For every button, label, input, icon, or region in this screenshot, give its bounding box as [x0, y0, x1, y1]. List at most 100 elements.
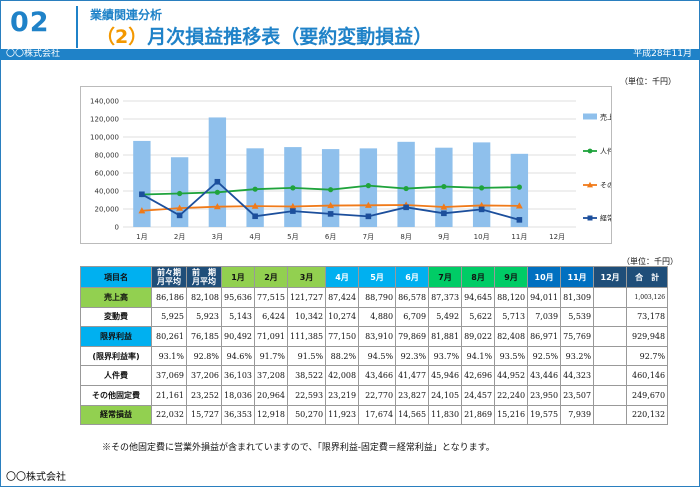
cell-value: 91.5% — [286, 345, 327, 367]
legend-label: その他固定費 — [600, 181, 611, 190]
table-header-row: 項目名 前々期 月平均前 期月平均 1月 2月 3月 4月 5月 6月 7月 8月 9月 10月 11月 1… — [80, 266, 669, 288]
cell-value: 24,105 — [428, 384, 463, 406]
y-tick-label: 20,000 — [95, 206, 120, 214]
point-経常損益 — [365, 213, 372, 220]
page-title: （2）月次損益推移表（要約変動損益） — [96, 22, 432, 49]
cell-value — [593, 306, 628, 328]
legend-marker — [587, 148, 593, 154]
bar-1月 — [133, 140, 151, 227]
point-その他固定費 — [515, 202, 523, 209]
row-label: その他固定費 — [80, 384, 152, 406]
footer-company: 〇〇株式会社 — [6, 472, 66, 483]
cell-value: 76,185 — [186, 326, 222, 347]
x-tick-label: 11月 — [511, 233, 527, 241]
cell-value: 37,206 — [186, 365, 222, 386]
point-その他固定費 — [251, 202, 259, 209]
cell-value: 24,457 — [461, 384, 496, 406]
bar-10月 — [472, 142, 491, 227]
point-人件費 — [177, 190, 183, 197]
cell-value — [593, 345, 628, 367]
cell-value: 87,373 — [428, 287, 463, 308]
point-人件費 — [516, 184, 522, 190]
cell-value: 5,622 — [461, 306, 496, 328]
cell-value: 20,964 — [254, 384, 288, 406]
cell-value: 5,539 — [560, 306, 595, 328]
cell-value: 42,008 — [325, 365, 360, 386]
header-month: 1月 — [221, 266, 255, 288]
cell-value: 90,492 — [221, 326, 255, 347]
legend-label: 売上高 — [600, 113, 611, 122]
cell-value: 87,424 — [325, 287, 360, 308]
cell-total: 220,132 — [626, 404, 669, 426]
cell-value: 43,446 — [527, 365, 562, 386]
cell-value: 50,270 — [286, 404, 327, 426]
table-row: 人件費 37,069 37,206 36,103 37,208 38,522 42,008 4… — [80, 365, 669, 386]
point-経常損益 — [327, 211, 334, 217]
cell-value: 4,880 — [358, 306, 397, 328]
cell-value: 82,408 — [494, 326, 529, 347]
cell-total: 460,146 — [626, 365, 669, 386]
point-経常損益 — [176, 212, 183, 219]
header-prev-avg: 前々期 月平均 — [151, 266, 187, 288]
cell-value — [593, 384, 628, 406]
row-label: 変動費 — [80, 306, 152, 328]
cell-value: 5,492 — [428, 306, 463, 328]
y-tick-label: 80,000 — [95, 152, 120, 160]
cell-value: 86,186 — [151, 287, 187, 308]
point-経常損益 — [214, 178, 221, 185]
title-number: （2） — [96, 26, 148, 48]
cell-value: 22,032 — [151, 404, 187, 426]
cell-value: 71,091 — [254, 326, 288, 347]
cell-value: 21,869 — [461, 404, 496, 426]
y-tick-label: 0 — [115, 224, 119, 232]
header-month: 5月 — [358, 266, 397, 288]
point-経常損益 — [516, 217, 523, 223]
footnote: ※その他固定費に営業外損益が含まれていますので、「限界利益-固定費＝経常利益」と… — [102, 443, 495, 453]
point-その他固定費 — [213, 203, 221, 210]
y-tick-label: 100,000 — [90, 134, 119, 142]
header-last-avg: 前 期月平均 — [186, 266, 222, 288]
cell-value: 7,039 — [527, 306, 562, 328]
cell-value: 94.5% — [358, 345, 397, 367]
cell-value — [593, 287, 628, 308]
monthly-pl-chart: 0 20,000 40,000 60,000 80,000 100,000 120,000 1… — [90, 98, 642, 242]
cell-value: 94.1% — [461, 345, 496, 367]
x-tick-label: 8月 — [400, 233, 411, 241]
x-tick-label: 12月 — [549, 233, 565, 241]
table-row: (限界利益率) 93.1% 92.8% 94.6% 91.7% 91.5% 88.2% 94.… — [80, 345, 669, 367]
cell-value — [593, 404, 628, 426]
cell-value: 23,827 — [395, 384, 430, 406]
point-その他固定費 — [327, 201, 335, 209]
table-row: 変動費 5,925 5,923 5,143 6,424 10,342 10,274 4,880… — [80, 306, 669, 328]
point-その他固定費 — [289, 202, 297, 210]
cell-value — [593, 326, 628, 347]
cell-value: 45,946 — [428, 365, 463, 386]
table-row: 経常損益 22,032 15,727 36,353 12,918 50,270 11,923… — [80, 404, 669, 426]
cell-value: 14,565 — [395, 404, 430, 426]
row-label: 人件費 — [80, 365, 152, 386]
report-date: 平成28年11月 — [633, 49, 692, 59]
cell-value: 82,108 — [186, 287, 222, 308]
y-tick-label: 140,000 — [90, 98, 119, 106]
point-その他固定費 — [138, 207, 146, 214]
point-人件費 — [441, 183, 447, 190]
cell-total: 1,003,126 — [626, 287, 669, 308]
cell-value: 5,925 — [151, 306, 187, 328]
row-label: (限界利益率) — [80, 345, 152, 367]
cell-value: 94.6% — [221, 345, 255, 367]
point-その他固定費 — [440, 203, 448, 210]
y-tick-label: 120,000 — [90, 116, 119, 124]
x-tick-label: 4月 — [249, 233, 260, 241]
cell-value: 22,593 — [286, 384, 327, 406]
title-text: 月次損益推移表（要約変動損益） — [147, 26, 433, 48]
cell-total: 249,670 — [626, 384, 669, 406]
x-tick-label: 7月 — [363, 233, 374, 241]
cell-value: 10,342 — [286, 306, 327, 328]
cell-value: 23,219 — [325, 384, 360, 406]
subtitle: 業績関連分析 — [90, 8, 163, 22]
point-経常損益 — [139, 191, 145, 198]
header-month: 3月 — [286, 266, 327, 288]
cell-value: 92.3% — [395, 345, 430, 367]
cell-value: 37,208 — [254, 365, 288, 386]
table-row: 売上高 86,186 82,108 95,636 77,515 121,727 87,424… — [80, 287, 669, 308]
